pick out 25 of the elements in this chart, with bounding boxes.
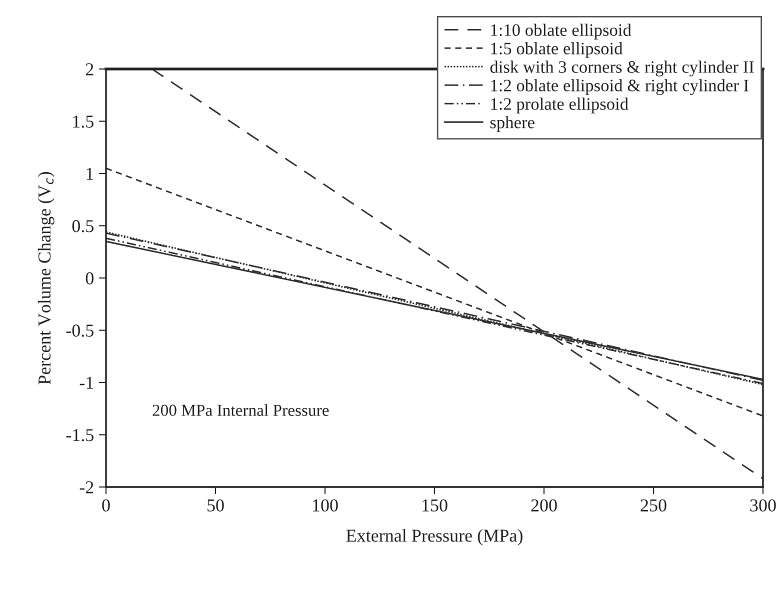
y-tick-label: -2 — [80, 481, 94, 494]
y-tick-label: -1.5 — [66, 429, 94, 442]
x-tick-label: 0 — [102, 499, 110, 512]
y-tick-label: 1 — [86, 168, 94, 180]
y-axis-title: Percent Volume Change (V$_{c}$) — [38, 172, 54, 384]
annotation: 200 MPa Internal Pressure — [152, 404, 329, 416]
x-tick-label: 200 — [531, 499, 557, 512]
x-tick-label: 100 — [313, 499, 338, 512]
y-tick-label: 2 — [86, 63, 94, 76]
legend-label: 1:2 oblate ellipsoid & right cylinder I — [491, 79, 748, 95]
y-tick-label: -0.5 — [66, 324, 94, 337]
y-tick-label: 0 — [86, 272, 94, 284]
x-tick-label: 150 — [422, 499, 448, 512]
x-tick-label: 50 — [208, 499, 224, 512]
legend-label: disk with 3 corners & right cylinder II — [490, 60, 754, 76]
x-tick-label: 250 — [640, 499, 666, 512]
y-tick-label: -1 — [80, 376, 94, 389]
x-tick-label: 300 — [750, 499, 776, 512]
legend-label: 1:5 oblate ellipsoid — [491, 42, 623, 58]
legend-label: 1:10 oblate ellipsoid — [491, 24, 632, 40]
y-tick-label: 1.5 — [73, 116, 94, 128]
legend-label: 1:2 prolate ellipsoid — [491, 98, 628, 114]
x-axis-title: External Pressure (MPa) — [346, 529, 522, 546]
legend-label: sphere — [490, 116, 534, 132]
y-tick-label: 0.5 — [72, 220, 94, 232]
